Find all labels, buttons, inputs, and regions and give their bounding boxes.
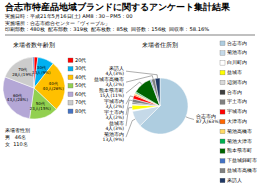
svg-text:80代: 80代 xyxy=(75,108,86,114)
svg-text:60代43人(28%): 60代43人(28%) xyxy=(8,93,28,103)
svg-text:男 46名: 男 46名 xyxy=(8,134,26,140)
svg-text:菊池高橋市: 菊池高橋市 xyxy=(227,128,252,134)
svg-text:実施日時：平成21年5月16日(土) AM8：30～PM5：: 実施日時：平成21年5月16日(土) AM8：30～PM5：00 xyxy=(8,13,133,19)
svg-text:益城市4人(3%): 益城市4人(3%) xyxy=(105,120,124,131)
svg-text:合志市特産品地域ブランドに関するアンケート集計結果: 合志市特産品地域ブランドに関するアンケート集計結果 xyxy=(8,2,231,12)
svg-text:下益城鐸町市: 下益城鐸町市 xyxy=(227,157,252,163)
svg-text:宇土市内3人(2%): 宇土市内3人(2%) xyxy=(104,109,124,120)
svg-text:40代: 40代 xyxy=(75,74,86,80)
svg-text:60代: 60代 xyxy=(75,91,86,97)
svg-text:40代40人(26%): 40代40人(26%) xyxy=(43,81,65,91)
svg-text:70代28人(19%): 70代28人(19%) xyxy=(12,67,34,77)
svg-text:実施場所：合志市総合センター「ヴィーブル」: 実施場所：合志市総合センター「ヴィーブル」 xyxy=(8,20,110,26)
svg-text:宇土市内: 宇土市内 xyxy=(227,98,247,104)
svg-text:熊本県市町15人(11%): 熊本県市町15人(11%) xyxy=(99,87,124,98)
svg-text:30代: 30代 xyxy=(75,65,86,71)
svg-text:宇城市内3人(2%): 宇城市内3人(2%) xyxy=(104,98,124,109)
svg-text:辺測市内: 辺測市内 xyxy=(227,79,247,85)
svg-text:来場者性別: 来場者性別 xyxy=(8,127,30,133)
svg-text:白川町内: 白川町内 xyxy=(227,59,247,65)
svg-text:来場者数年齢別: 来場者数年齢別 xyxy=(13,42,55,48)
svg-text:熊本県市町: 熊本県市町 xyxy=(227,147,252,153)
svg-text:菊池市内13人(9%): 菊池市内13人(9%) xyxy=(103,131,125,142)
svg-text:50代: 50代 xyxy=(75,82,86,88)
svg-text:女 110名: 女 110名 xyxy=(8,141,28,147)
svg-text:益城市: 益城市 xyxy=(227,69,242,75)
svg-text:50代23人(15%): 50代23人(15%) xyxy=(30,101,52,111)
svg-text:30代13人(9%): 30代13人(9%) xyxy=(32,65,51,75)
svg-text:20代: 20代 xyxy=(75,57,86,63)
svg-text:合市内: 合市内 xyxy=(227,89,242,95)
svg-text:来訪人4人(3%): 来訪人4人(3%) xyxy=(105,65,124,76)
svg-text:益城市高橋市3人(2%): 益城市高橋市3人(2%) xyxy=(94,76,124,87)
svg-text:合志市内: 合志市内 xyxy=(227,40,247,46)
svg-text:益城市高橋市: 益城市高橋市 xyxy=(227,167,252,173)
svg-text:宇城市内: 宇城市内 xyxy=(227,108,247,114)
svg-text:合志市内87人(63%): 合志市内87人(63%) xyxy=(196,113,220,124)
svg-text:大津市内: 大津市内 xyxy=(227,118,247,124)
svg-text:来場者住所別: 来場者住所別 xyxy=(142,42,178,48)
svg-text:印刷部数：480枚 配布部数：319枚 配布枚数：85枚: 印刷部数：480枚 配布部数：319枚 配布枚数：85枚 回答数：156枚 回収… xyxy=(8,26,209,32)
svg-text:菊池大津市: 菊池大津市 xyxy=(227,138,252,144)
svg-text:来訪人: 来訪人 xyxy=(227,177,242,183)
svg-text:70代: 70代 xyxy=(75,99,86,105)
svg-text:菊池市内: 菊池市内 xyxy=(227,49,247,55)
